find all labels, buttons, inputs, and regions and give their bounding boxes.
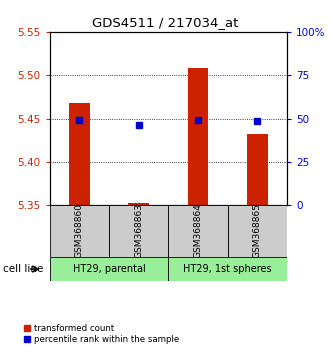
- Legend: transformed count, percentile rank within the sample: transformed count, percentile rank withi…: [21, 320, 182, 348]
- Text: HT29, parental: HT29, parental: [73, 264, 145, 274]
- Bar: [69, 103, 90, 205]
- Bar: [168, 257, 287, 281]
- Text: GSM368865: GSM368865: [253, 204, 262, 258]
- Text: GSM368860: GSM368860: [75, 204, 84, 258]
- Bar: [128, 203, 149, 205]
- Text: GSM368863: GSM368863: [134, 204, 143, 258]
- Text: cell line: cell line: [3, 264, 44, 274]
- Bar: [168, 205, 228, 257]
- Bar: [247, 134, 268, 205]
- Bar: [50, 205, 109, 257]
- Bar: [187, 68, 209, 205]
- Bar: [109, 205, 168, 257]
- Bar: [50, 257, 168, 281]
- Text: HT29, 1st spheres: HT29, 1st spheres: [183, 264, 272, 274]
- Text: GDS4511 / 217034_at: GDS4511 / 217034_at: [92, 16, 238, 29]
- Bar: [228, 205, 287, 257]
- Text: GSM368864: GSM368864: [193, 204, 203, 258]
